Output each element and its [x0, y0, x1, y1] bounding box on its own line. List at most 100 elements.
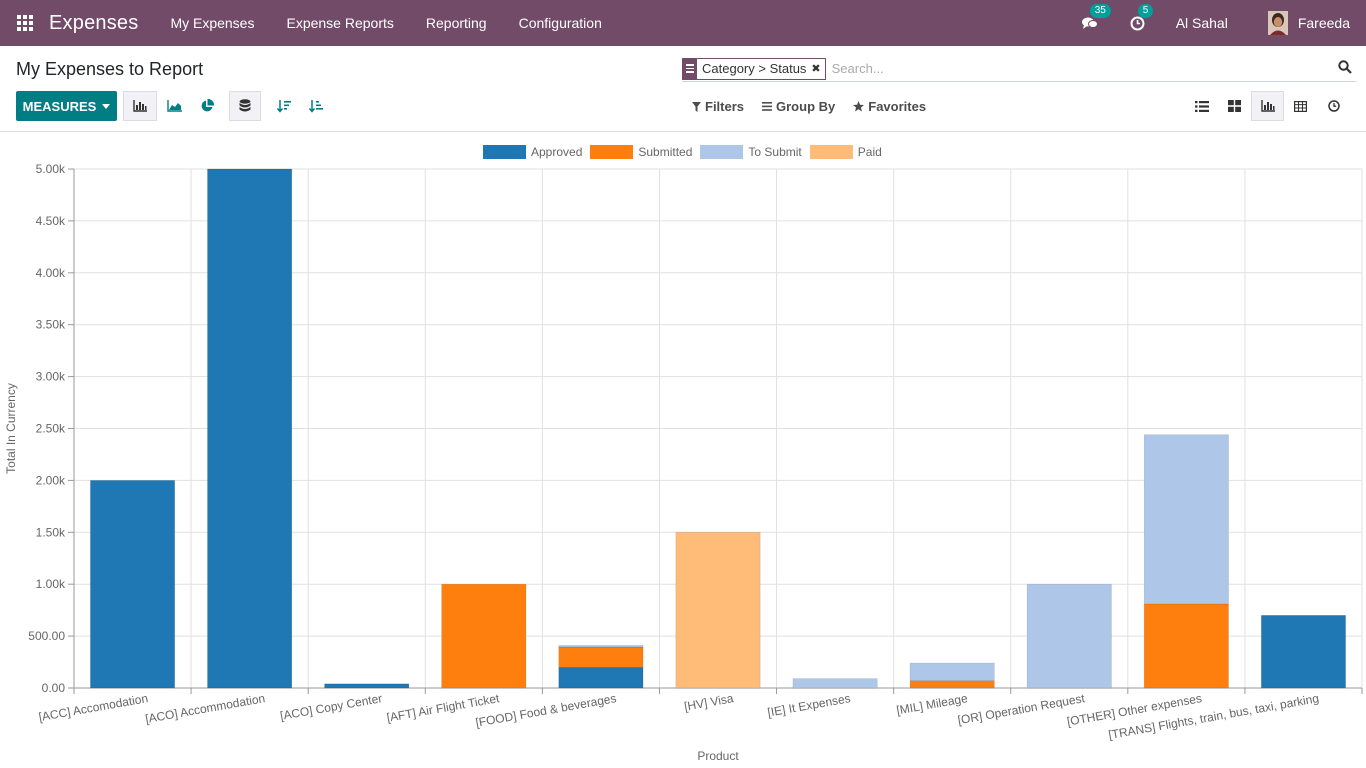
bar-approved	[558, 666, 644, 689]
filters-label: Filters	[705, 99, 745, 114]
bar-to-submit	[1026, 583, 1112, 689]
legend-swatch	[700, 145, 744, 159]
groupby-dropdown[interactable]: Group By	[762, 99, 835, 114]
x-category-label: [ACO] Accommodation	[144, 691, 266, 726]
groupby-label: Group By	[776, 99, 836, 114]
filters-dropdown[interactable]: Filters	[692, 99, 744, 114]
legend-label: Paid	[857, 145, 882, 159]
activity-view-button[interactable]	[1317, 91, 1350, 121]
y-tick-label: 3.00k	[36, 370, 66, 384]
menu-reporting[interactable]: Reporting	[425, 15, 487, 31]
legend-item-submitted[interactable]: Submitted	[590, 145, 692, 159]
bar-chart-icon	[1260, 100, 1275, 112]
bar-paid	[675, 531, 761, 689]
bar-approved	[324, 683, 410, 689]
bars-icon	[762, 102, 773, 111]
table-icon	[1294, 100, 1307, 112]
top-navbar: Expenses My Expenses Expense Reports Rep…	[0, 0, 1366, 46]
systray: 35 5 Al Sahal Fareeda	[1080, 0, 1366, 46]
measures-button[interactable]: MEASURES	[16, 91, 117, 121]
company-switcher[interactable]: Al Sahal	[1175, 15, 1228, 31]
apps-menu-icon[interactable]	[17, 15, 33, 31]
chat-icon	[1081, 17, 1098, 29]
bar-to-submit	[909, 662, 995, 682]
sort-ascending-button[interactable]	[302, 91, 330, 121]
bar-approved	[207, 168, 293, 689]
messages-count-badge: 35	[1089, 4, 1111, 18]
stacked-toggle-button[interactable]	[229, 91, 261, 121]
graph-view: Approved Submitted To Submit Paid 0.00 50…	[0, 132, 1366, 768]
y-tick-label: 4.00k	[36, 266, 66, 280]
clock-icon	[1327, 100, 1340, 112]
bar-to-submit	[1143, 434, 1229, 605]
bar-submitted	[558, 646, 644, 668]
sort-descending-button[interactable]	[270, 91, 298, 121]
area-chart-icon	[166, 100, 182, 112]
y-tick-label: 1.00k	[36, 577, 66, 591]
user-avatar	[1267, 11, 1288, 35]
bar-chart-mode-button[interactable]	[123, 91, 157, 121]
list-view-button[interactable]	[1185, 91, 1218, 121]
menu-configuration[interactable]: Configuration	[518, 15, 602, 31]
bar-approved	[1261, 615, 1346, 689]
kanban-icon	[1228, 100, 1241, 112]
legend-item-approved[interactable]: Approved	[483, 145, 582, 159]
favorites-label: Favorites	[868, 99, 927, 114]
legend-label: To Submit	[748, 145, 802, 159]
search-input[interactable]	[831, 61, 1312, 76]
legend-swatch	[590, 145, 634, 159]
y-tick-label: 0.00	[42, 681, 66, 695]
y-tick-label: 2.50k	[36, 422, 66, 436]
measures-label: MEASURES	[22, 98, 97, 114]
sort-amount-desc-icon	[277, 100, 291, 113]
star-icon	[853, 101, 865, 112]
search-facet: Category > Status ✖	[682, 57, 826, 80]
x-category-label: [HV] Visa	[683, 691, 735, 713]
y-tick-label: 500.00	[28, 629, 65, 643]
bar-submitted	[909, 680, 995, 689]
list-icon	[1194, 100, 1209, 112]
user-menu[interactable]: Fareeda	[1267, 11, 1350, 35]
legend-label: Approved	[531, 145, 583, 159]
legend-label: Submitted	[638, 145, 693, 159]
x-category-label: [ACC] Accomodation	[38, 691, 149, 724]
chart-legend: Approved Submitted To Submit Paid	[483, 145, 884, 159]
y-tick-label: 2.00k	[36, 473, 66, 487]
menu-my-expenses[interactable]: My Expenses	[170, 15, 255, 31]
menu-expense-reports[interactable]: Expense Reports	[286, 15, 394, 31]
caret-down-icon	[102, 103, 111, 109]
bar-submitted	[441, 583, 527, 689]
messages-button[interactable]: 35	[1080, 4, 1111, 33]
kanban-view-button[interactable]	[1218, 91, 1251, 121]
facet-value: Category > Status	[702, 60, 807, 76]
facet-remove-icon[interactable]: ✖	[811, 62, 821, 75]
legend-item-paid[interactable]: Paid	[809, 145, 882, 159]
y-tick-label: 1.50k	[36, 525, 66, 539]
view-switcher	[1185, 91, 1350, 121]
pie-chart-mode-button[interactable]	[193, 91, 221, 121]
activities-button[interactable]: 5	[1128, 4, 1154, 33]
clock-icon	[1130, 16, 1145, 30]
stacked-bar-chart: 0.00 500.00 1.00k 1.50k 2.00k 2.50k 3.00k 3.50k…	[4, 162, 1363, 763]
database-icon	[239, 99, 251, 112]
pivot-view-button[interactable]	[1284, 91, 1317, 121]
y-tick-label: 5.00k	[36, 162, 66, 176]
x-category-label: [IE] It Expenses	[766, 691, 851, 719]
bar-submitted	[1143, 603, 1229, 689]
x-category-label: [TRANS] Flights, train, bus, taxi, parki…	[1107, 691, 1320, 742]
control-panel: My Expenses to Report Category > Status …	[0, 46, 1366, 132]
graph-view-button[interactable]	[1251, 91, 1284, 121]
app-title[interactable]: Expenses	[49, 11, 139, 34]
legend-item-to-submit[interactable]: To Submit	[700, 145, 802, 159]
favorites-dropdown[interactable]: Favorites	[853, 99, 926, 114]
legend-swatch	[483, 145, 526, 159]
y-tick-label: 3.50k	[36, 318, 66, 332]
activities-count-badge: 5	[1137, 4, 1154, 18]
search-icon[interactable]	[1338, 60, 1352, 74]
y-axis-title: Total In Currency	[4, 383, 18, 474]
legend-swatch	[809, 145, 853, 159]
line-chart-mode-button[interactable]	[160, 91, 188, 121]
search-bar: Category > Status ✖	[682, 56, 1356, 82]
page-title: My Expenses to Report	[16, 59, 204, 79]
search-panel-toggles: Filters Group By Favorites	[692, 99, 926, 114]
